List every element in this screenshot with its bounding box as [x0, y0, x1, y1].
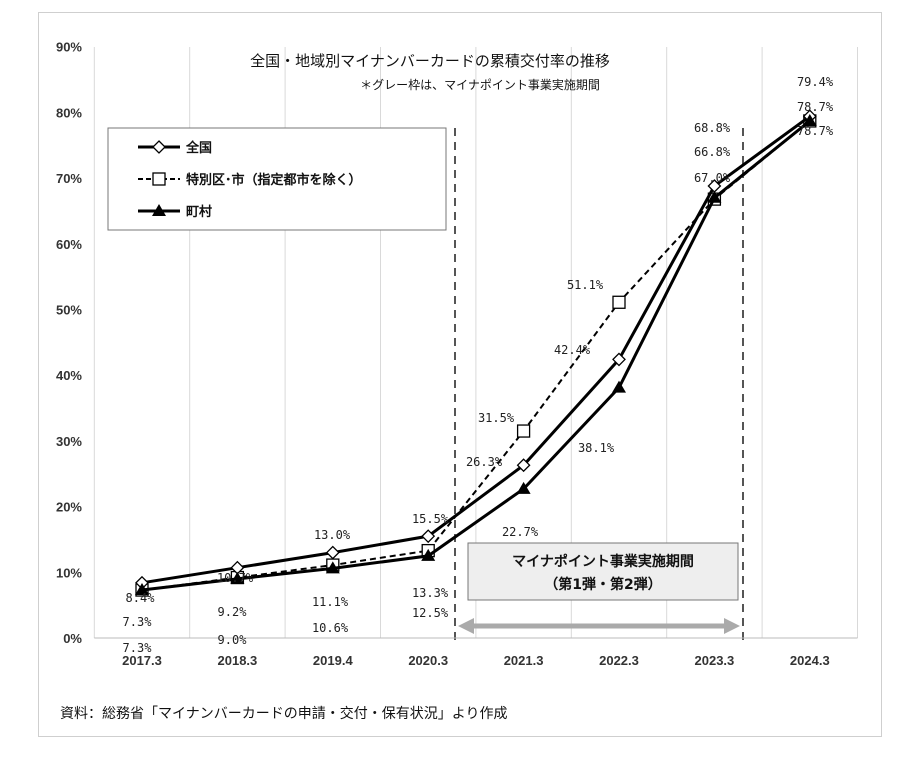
data-label: 7.3% — [123, 641, 153, 655]
data-label: 8.4% — [126, 591, 156, 605]
x-tick-label: 2017.3 — [122, 653, 162, 668]
y-tick-label: 60% — [56, 237, 82, 252]
legend-triangle-icon — [152, 204, 166, 216]
y-tick-label: 20% — [56, 500, 82, 515]
chart-title: 全国・地域別マイナンバーカードの累積交付率の推移 — [250, 52, 610, 70]
data-label: 7.3% — [123, 615, 153, 629]
data-label: 67.0% — [694, 171, 731, 185]
y-tick-label: 50% — [56, 303, 82, 318]
x-tick-label: 2020.3 — [408, 653, 448, 668]
arrow-right-icon — [724, 618, 740, 634]
data-label: 13.3% — [412, 586, 449, 600]
series-line-square — [141, 120, 811, 592]
data-label: 38.1% — [578, 441, 615, 455]
legend-label: 全国 — [185, 140, 212, 156]
x-tick-label: 2024.3 — [790, 653, 830, 668]
chart-frame — [38, 12, 882, 737]
data-label: 31.5% — [478, 411, 515, 425]
data-point-triangle — [612, 380, 626, 393]
data-label: 10.7% — [217, 571, 254, 585]
data-label: 15.5% — [412, 512, 449, 526]
source-note: 資料：総務省「マイナンバーカードの申請・交付・保有状況」より作成 — [60, 705, 507, 722]
legend-label: 町村 — [186, 204, 212, 220]
data-label: 42.4% — [554, 343, 591, 357]
data-label: 79.4% — [797, 75, 834, 89]
data-label: 78.7% — [797, 100, 834, 114]
legend-label: 特別区･市（指定都市を除く） — [186, 172, 362, 188]
data-label: 78.7% — [797, 124, 834, 138]
data-label: 51.1% — [567, 278, 604, 292]
x-tick-label: 2023.3 — [695, 653, 735, 668]
legend-square-icon — [152, 172, 166, 186]
data-point-triangle — [325, 561, 340, 574]
data-label: 66.8% — [694, 145, 731, 159]
data-label: 26.3% — [466, 455, 503, 469]
y-tick-label: 30% — [56, 434, 82, 449]
chart-subtitle: ＊グレー枠は、マイナポイント事業実施期間 — [360, 77, 600, 92]
data-label: 12.5% — [412, 606, 449, 620]
y-tick-label: 80% — [56, 105, 82, 120]
data-point-triangle — [135, 583, 149, 596]
data-point-triangle — [516, 481, 531, 494]
data-point-triangle — [802, 113, 817, 126]
y-tick-label: 70% — [56, 171, 82, 186]
data-label: 9.2% — [218, 605, 248, 619]
y-tick-label: 10% — [56, 565, 82, 580]
legend-diamond-icon — [152, 140, 166, 154]
data-point-diamond — [421, 529, 436, 544]
x-tick-label: 2018.3 — [218, 653, 258, 668]
data-label: 11.1% — [312, 595, 349, 609]
y-tick-label: 40% — [56, 368, 82, 383]
arrow-left-icon — [458, 618, 474, 634]
data-label: 22.7% — [502, 525, 539, 539]
series-line-diamond — [141, 115, 811, 585]
x-tick-label: 2021.3 — [504, 653, 544, 668]
y-tick-label: 0% — [63, 631, 82, 646]
data-point-diamond — [325, 545, 340, 560]
data-point-triangle — [230, 571, 245, 584]
data-point-triangle — [421, 548, 436, 561]
x-tick-label: 2019.4 — [313, 653, 354, 668]
period-sublabel: （第1弾・第2弾） — [544, 576, 661, 593]
data-label: 10.6% — [312, 621, 349, 635]
data-point-square — [612, 295, 626, 309]
data-point-triangle — [707, 190, 722, 203]
x-tick-label: 2022.3 — [599, 653, 639, 668]
series-line-triangle — [141, 119, 811, 592]
data-point-square — [516, 424, 531, 438]
data-label: 13.0% — [314, 528, 351, 542]
data-point-diamond — [612, 352, 626, 367]
data-point-diamond — [516, 458, 531, 473]
period-label: マイナポイント事業実施期間 — [512, 553, 694, 570]
period-box — [467, 542, 739, 601]
data-label: 9.0% — [218, 633, 248, 647]
y-tick-label: 90% — [56, 40, 82, 55]
data-label: 68.8% — [694, 121, 731, 135]
